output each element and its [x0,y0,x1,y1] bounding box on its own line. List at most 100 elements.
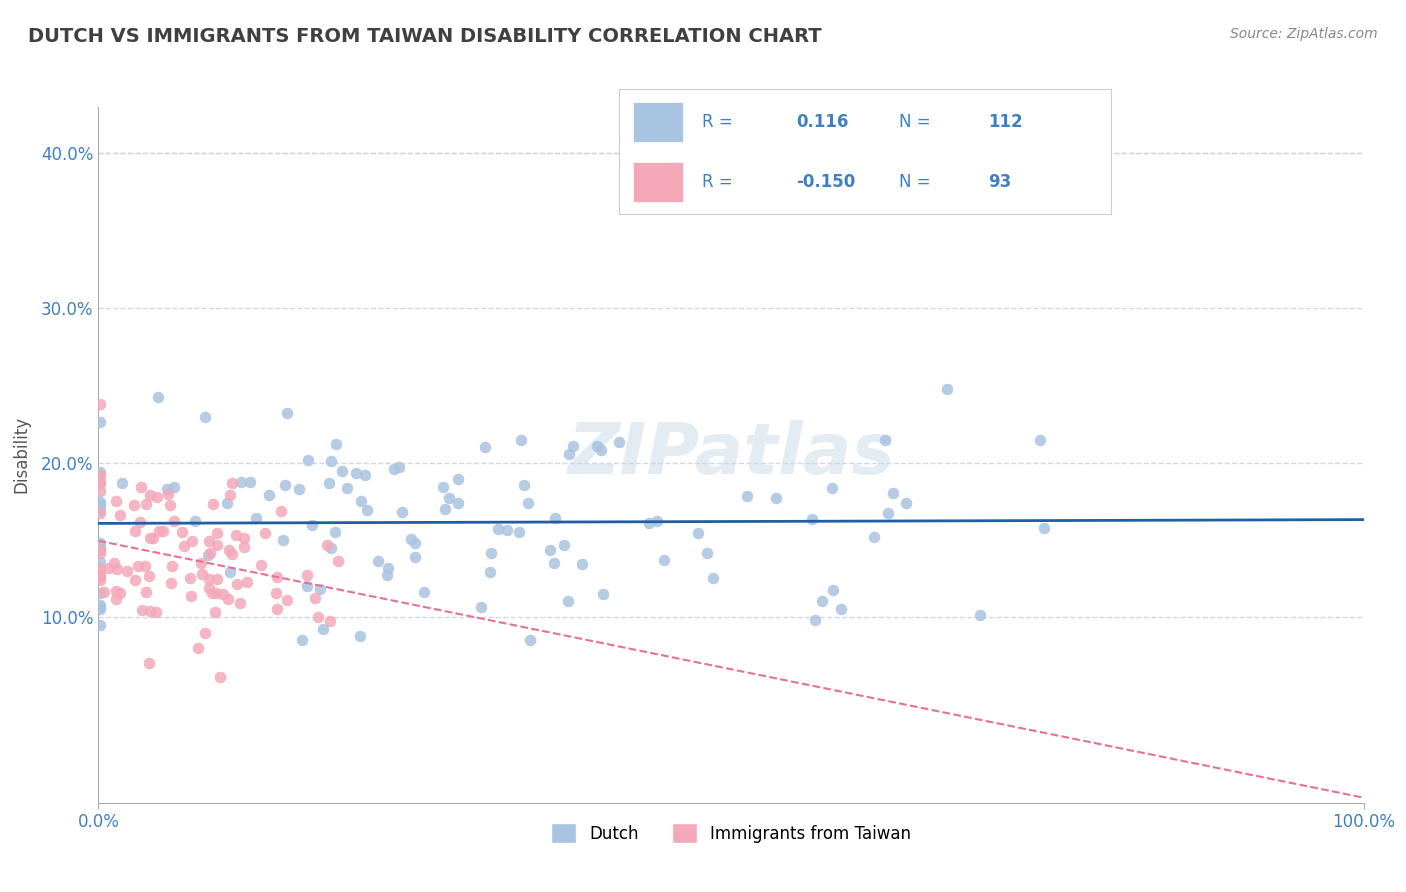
Point [513,477,536,491]
Point [201,585,224,599]
Point [321,541,343,556]
Point [266,586,288,600]
Point [170,524,193,539]
Point [637,516,659,530]
Point [89,598,111,612]
Point [470,600,492,615]
Point [209,670,232,684]
Point [308,582,330,596]
Point [197,548,219,562]
Point [124,573,146,587]
Point [159,498,181,512]
Point [561,439,583,453]
Point [89,570,111,584]
Point [197,534,219,549]
Point [810,593,832,607]
Point [391,505,413,519]
Point [104,592,127,607]
Point [89,498,111,512]
Text: 0.116: 0.116 [796,112,848,130]
Point [318,476,340,491]
Point [558,446,581,460]
Text: Source: ZipAtlas.com: Source: ZipAtlas.com [1230,27,1378,41]
Point [325,437,347,451]
Point [571,558,593,572]
Point [519,632,541,647]
Point [316,538,339,552]
Point [105,562,128,576]
Point [686,526,709,541]
Point [163,514,186,528]
Point [217,591,239,606]
Point [89,541,111,556]
Point [138,569,160,583]
Text: R =: R = [703,173,733,191]
Point [162,558,184,573]
Point [800,511,823,525]
Point [388,460,411,475]
Point [205,585,228,599]
Point [735,489,758,503]
Point [146,390,169,404]
Point [377,560,399,574]
Point [312,623,335,637]
Point [319,614,342,628]
Point [89,465,111,479]
Point [110,508,132,522]
Point [139,531,162,545]
Point [145,490,167,504]
Point [104,494,127,508]
Point [609,434,631,449]
Point [478,565,501,579]
Point [134,559,156,574]
Point [863,530,886,544]
Point [896,496,918,510]
Point [89,476,111,491]
Point [89,476,111,491]
Point [129,480,152,494]
Point [830,602,852,616]
Point [205,572,228,586]
Point [266,602,288,616]
Point [232,531,254,545]
Point [249,558,271,572]
Point [349,628,371,642]
Point [434,501,457,516]
Text: R =: R = [703,112,733,130]
Point [184,514,207,528]
Point [538,542,561,557]
Point [652,553,675,567]
Point [592,587,614,601]
Point [508,525,530,540]
Point [245,511,267,525]
Point [447,496,470,510]
Point [105,584,128,599]
Point [323,525,346,540]
Point [187,640,209,655]
Point [212,586,235,600]
Point [1029,434,1052,448]
Point [969,607,991,622]
Point [194,409,217,424]
Text: DUTCH VS IMMIGRANTS FROM TAIWAN DISABILITY CORRELATION CHART: DUTCH VS IMMIGRANTS FROM TAIWAN DISABILI… [28,27,821,45]
Point [89,599,111,614]
Point [412,585,434,599]
Point [89,617,111,632]
Point [557,594,579,608]
Point [160,575,183,590]
Point [517,495,540,509]
Point [190,567,212,582]
Point [139,488,162,502]
Point [301,518,323,533]
Point [145,606,167,620]
Point [89,561,111,575]
FancyBboxPatch shape [633,102,683,142]
Point [375,568,398,582]
Point [875,433,897,447]
FancyBboxPatch shape [633,161,683,202]
Point [89,568,111,582]
Point [510,433,533,447]
Point [89,475,111,489]
Point [89,546,111,560]
Point [233,540,256,554]
